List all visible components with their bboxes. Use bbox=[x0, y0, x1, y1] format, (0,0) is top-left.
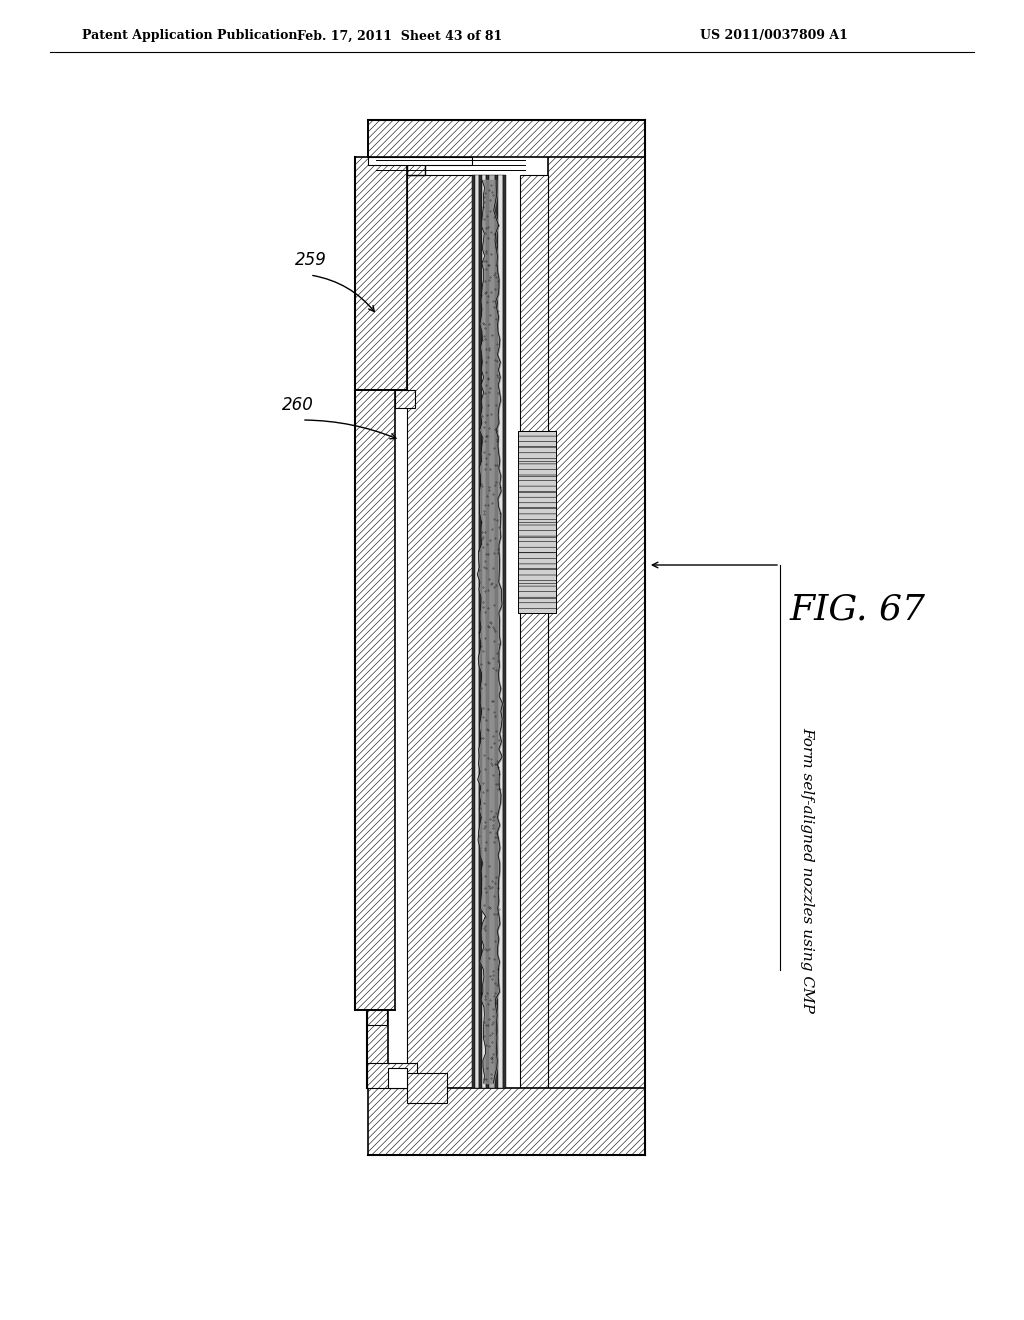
Bar bbox=[407, 157, 425, 176]
Text: FIG. 67: FIG. 67 bbox=[790, 593, 926, 627]
Bar bbox=[503, 176, 506, 1088]
Bar bbox=[495, 176, 498, 1088]
Text: Form self-aligned nozzles using CMP: Form self-aligned nozzles using CMP bbox=[800, 727, 814, 1012]
Text: Feb. 17, 2011  Sheet 43 of 81: Feb. 17, 2011 Sheet 43 of 81 bbox=[297, 29, 503, 42]
Text: US 2011/0037809 A1: US 2011/0037809 A1 bbox=[700, 29, 848, 42]
Bar bbox=[368, 1088, 645, 1155]
Bar bbox=[498, 176, 503, 1088]
Bar bbox=[518, 430, 556, 614]
Bar bbox=[367, 1010, 388, 1088]
Bar bbox=[355, 157, 407, 389]
Bar bbox=[548, 120, 645, 1155]
Text: Patent Application Publication: Patent Application Publication bbox=[82, 29, 298, 42]
Bar bbox=[395, 389, 415, 408]
Bar bbox=[367, 1063, 417, 1088]
Bar bbox=[388, 1068, 407, 1088]
Bar bbox=[407, 176, 472, 1088]
Bar bbox=[475, 176, 479, 1088]
Bar bbox=[407, 1073, 447, 1104]
Text: 259: 259 bbox=[295, 251, 327, 269]
Bar bbox=[368, 157, 472, 165]
Bar bbox=[486, 176, 489, 1088]
Bar bbox=[355, 389, 395, 1010]
Bar bbox=[367, 1010, 387, 1026]
Bar bbox=[489, 176, 495, 1088]
Bar bbox=[368, 120, 645, 157]
Bar bbox=[520, 176, 548, 1088]
Text: 260: 260 bbox=[282, 396, 314, 414]
Bar bbox=[479, 176, 482, 1088]
Bar bbox=[482, 176, 486, 1088]
Bar bbox=[472, 176, 475, 1088]
